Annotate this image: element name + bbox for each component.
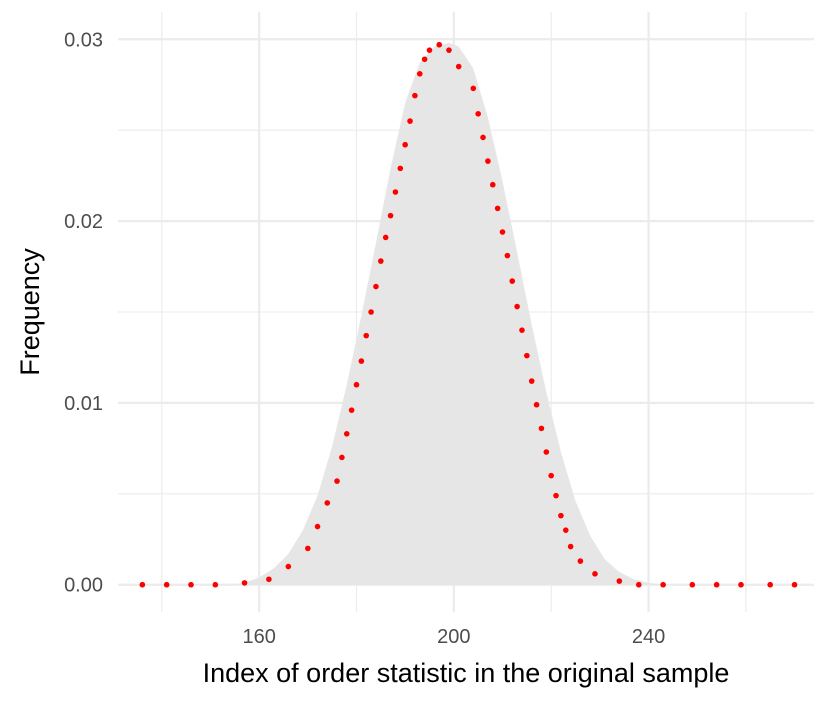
density-point: [470, 85, 477, 92]
density-point: [212, 581, 219, 588]
x-tick-label: 200: [437, 626, 470, 648]
density-point: [485, 158, 491, 164]
density-point: [528, 378, 535, 384]
density-point: [543, 449, 550, 455]
x-tick-label: 160: [242, 626, 275, 648]
density-point: [504, 252, 511, 259]
y-axis-title: Frequency: [15, 248, 45, 376]
density-point: [416, 71, 423, 77]
density-point: [514, 303, 520, 310]
density-point: [660, 581, 666, 588]
density-point: [426, 47, 433, 53]
density-point: [358, 358, 365, 364]
density-point: [353, 381, 360, 388]
density-point: [533, 401, 540, 408]
density-point: [373, 283, 379, 290]
density-point: [387, 212, 394, 219]
density-point: [567, 543, 574, 550]
density-point: [562, 527, 569, 533]
density-point: [480, 134, 486, 141]
density-point: [538, 425, 545, 432]
density-point: [558, 512, 564, 519]
density-point: [139, 581, 146, 588]
density-point: [455, 63, 462, 70]
density-point: [421, 56, 428, 63]
x-tick-label: 240: [632, 626, 665, 648]
y-tick-label: 0.00: [64, 575, 103, 597]
density-point: [738, 581, 744, 588]
density-point: [713, 581, 720, 588]
density-point: [407, 118, 413, 124]
density-point: [616, 578, 623, 584]
density-point: [368, 309, 374, 315]
density-point: [305, 545, 311, 552]
density-point: [334, 478, 340, 484]
density-point: [519, 327, 525, 333]
y-axis-ticks: 0.00 0.01 0.02 0.03: [64, 29, 103, 596]
density-point: [548, 472, 554, 479]
density-point: [553, 492, 559, 499]
density-point: [285, 563, 292, 570]
y-tick-label: 0.01: [64, 393, 103, 415]
density-point: [363, 332, 370, 339]
density-point: [397, 165, 404, 172]
density-point: [348, 407, 355, 413]
density-point: [402, 141, 408, 148]
density-point: [412, 92, 418, 99]
density-point: [592, 571, 598, 577]
density-point: [266, 576, 272, 583]
density-point: [494, 205, 501, 212]
density-point: [489, 181, 496, 188]
density-point: [392, 189, 399, 195]
density-point: [339, 454, 345, 461]
density-point: [635, 581, 642, 588]
density-point: [436, 41, 443, 48]
density-point: [446, 47, 452, 53]
density-point: [314, 523, 321, 530]
y-tick-label: 0.02: [64, 211, 103, 233]
density-point: [524, 352, 530, 359]
density-point: [382, 234, 389, 241]
density-point: [689, 581, 696, 588]
density-point: [324, 500, 331, 506]
density-point: [241, 580, 248, 586]
x-axis-ticks: 160 200 240: [242, 626, 665, 648]
density-point: [791, 581, 798, 588]
density-point: [475, 111, 481, 117]
density-point: [343, 431, 350, 437]
density-area-shape: [234, 42, 664, 585]
density-point: [378, 258, 384, 264]
density-point: [577, 558, 584, 564]
y-tick-label: 0.03: [64, 29, 103, 51]
density-points: [139, 41, 798, 588]
density-point: [188, 581, 194, 588]
density-area: [234, 42, 664, 585]
density-point: [499, 229, 506, 235]
density-point: [509, 278, 516, 284]
density-point: [767, 581, 773, 588]
x-axis-title: Index of order statistic in the original…: [203, 658, 730, 688]
density-point: [163, 581, 170, 588]
